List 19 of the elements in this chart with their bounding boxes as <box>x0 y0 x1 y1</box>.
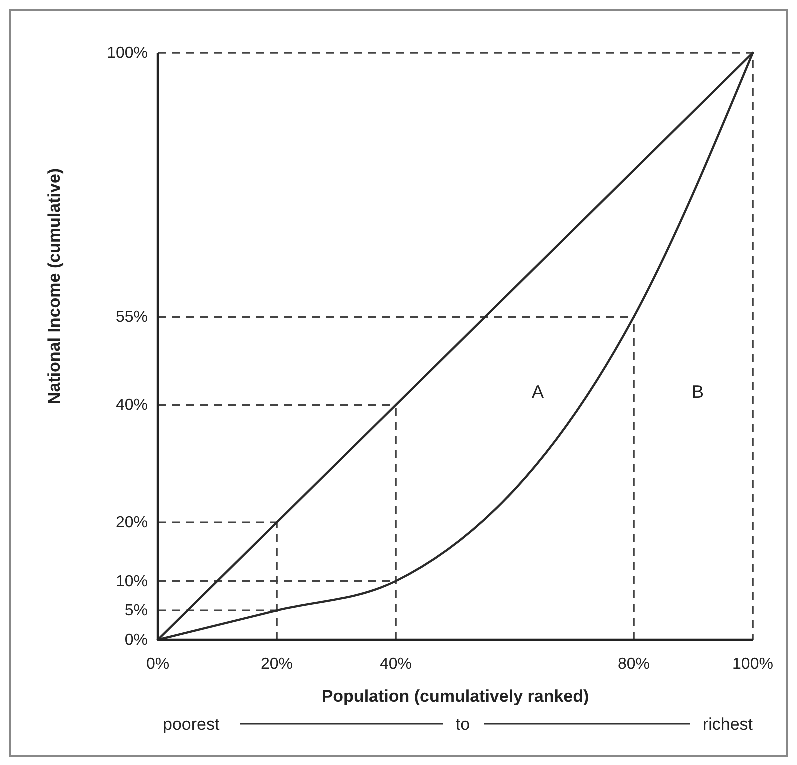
y-axis-title: National Income (cumulative) <box>45 168 64 405</box>
text: poorest <box>163 715 220 734</box>
x-tick-label: 0% <box>146 656 170 673</box>
text: to <box>456 715 470 734</box>
x-tick-label: 20% <box>260 656 294 673</box>
y-tick-label: 55% <box>116 309 148 326</box>
y-tick-label: 0% <box>124 632 148 649</box>
y-tick-label: 5% <box>124 602 148 620</box>
x-axis-title: Population (cumulatively ranked) <box>322 687 590 706</box>
y-tick-label: 20% <box>116 514 148 532</box>
y-tick-label: 10% <box>116 573 148 590</box>
y-tick-label: 100% <box>107 45 148 62</box>
annotation: A <box>532 382 544 402</box>
x-tick-label: 100% <box>732 656 774 673</box>
annotation: B <box>692 382 704 402</box>
x-tick-label: 40% <box>380 656 412 673</box>
y-tick-label: 40% <box>116 397 148 414</box>
text: richest <box>702 715 754 734</box>
x-tick-label: 80% <box>618 656 650 673</box>
